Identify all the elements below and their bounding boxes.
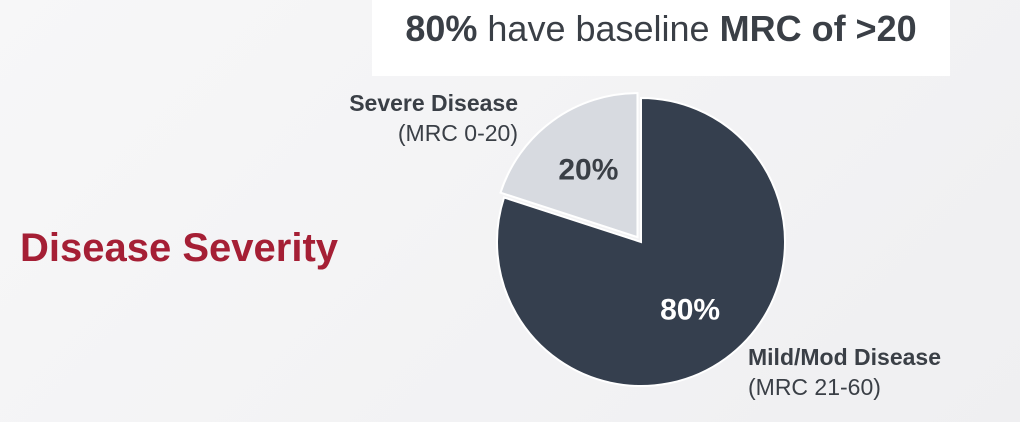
mild-callout-name: Mild/Mod Disease [748, 344, 941, 370]
severe-callout: Severe Disease (MRC 0-20) [349, 88, 518, 148]
pie-slice-mild-mod-disease [496, 96, 786, 387]
headline-strong-tail: MRC of >20 [719, 8, 917, 49]
headline-middle: have baseline [477, 8, 720, 49]
headline: 80% have baseline MRC of >20 [372, 8, 950, 50]
headline-box: 80% have baseline MRC of >20 [372, 0, 950, 76]
pie-slice-label: 80% [660, 294, 720, 327]
pie-slice-label: 20% [558, 154, 618, 187]
mild-callout-range: (MRC 21-60) [748, 374, 881, 400]
mild-callout: Mild/Mod Disease (MRC 21-60) [748, 342, 941, 402]
section-title: Disease Severity [20, 226, 339, 270]
pie-slice-severe-disease [499, 92, 639, 239]
severe-callout-name: Severe Disease [349, 90, 518, 116]
severe-callout-range: (MRC 0-20) [397, 120, 518, 146]
headline-strong-value: 80% [405, 8, 478, 49]
